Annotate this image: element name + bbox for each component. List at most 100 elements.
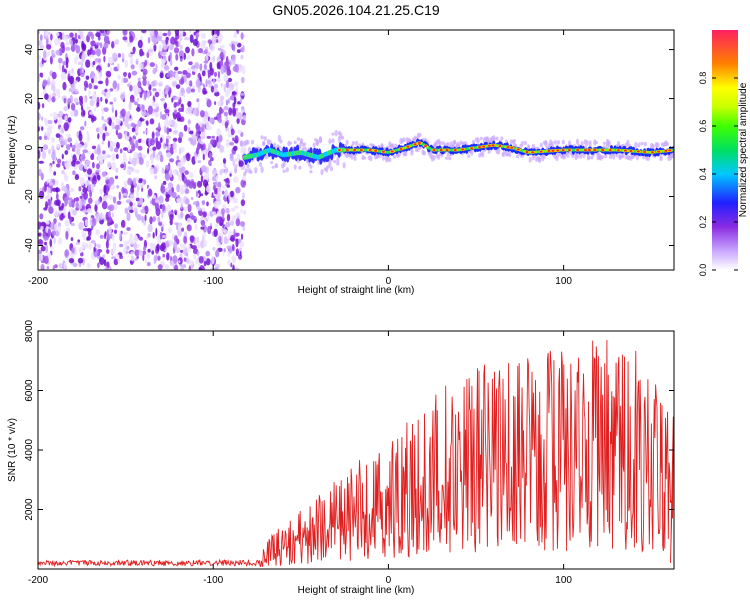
spectrogram-noise-cell <box>169 94 171 98</box>
spectrogram-noise-cell <box>116 154 119 159</box>
spectrogram-peak-center <box>382 151 385 153</box>
spectrogram-noise-cell <box>103 56 105 63</box>
spectrogram-noise-cell <box>225 121 228 128</box>
spectrogram-noise-cell <box>197 181 202 188</box>
spectrogram-noise-cell <box>243 210 247 216</box>
spectrogram-noise-cell <box>114 230 117 234</box>
spectrogram-noise-cell <box>124 240 128 247</box>
spectrogram-noise-cell <box>232 215 236 221</box>
spectrogram-noise-cell <box>217 142 221 149</box>
spectrogram-noise-cell <box>213 185 216 191</box>
spectrogram-noise-cell <box>132 71 138 76</box>
spectrogram-peak-center <box>360 149 363 151</box>
spectrogram-noise-cell <box>195 258 199 264</box>
spectrogram-noise-cell <box>84 121 86 127</box>
spectrogram-noise-cell <box>131 123 136 128</box>
spectrogram-noise-cell <box>163 33 168 37</box>
spectrogram-noise-cell <box>53 218 57 224</box>
spectrogram-noise-cell <box>199 267 202 272</box>
spectrogram-peak-center <box>507 146 510 148</box>
spectrogram-noise-cell <box>160 72 164 78</box>
spectrogram-noise-cell <box>226 80 229 88</box>
spectrogram-noise-cell <box>236 87 238 92</box>
spectrogram-noise-cell <box>183 93 185 98</box>
spectrogram-noise-cell <box>180 58 182 61</box>
spectrogram-noise-cell <box>64 187 68 192</box>
spectrogram-noise-cell <box>241 234 243 240</box>
spectrogram-noise-cell <box>73 263 78 267</box>
snr-x-tick-label: -100 <box>203 575 223 586</box>
spectrogram-noise-cell <box>81 105 83 111</box>
spectrogram-noise-cell <box>83 110 86 116</box>
spectrogram-noise-cell <box>190 235 195 242</box>
spectrogram-noise-cell <box>169 128 172 132</box>
spectrogram-halo-cell <box>259 162 262 167</box>
spectrogram-noise-cell <box>40 34 43 41</box>
spectrogram-noise-cell <box>127 240 130 244</box>
spectrogram-noise-cell <box>207 136 212 139</box>
spectrogram-noise-cell <box>209 153 211 159</box>
spectrogram-noise-cell <box>87 236 91 241</box>
spectrogram-noise-cell <box>206 202 209 207</box>
spectrogram-noise-cell <box>75 165 78 170</box>
spectrogram-halo-cell <box>261 166 264 173</box>
spectrogram-noise-cell <box>175 27 179 36</box>
spectrogram-noise-cell <box>185 47 190 54</box>
spectrogram-noise-cell <box>182 173 185 182</box>
spectrogram-noise-cell <box>136 256 139 259</box>
spectrogram-noise-cell <box>210 43 216 52</box>
spectrogram-noise-cell <box>162 204 165 211</box>
spectrogram-noise-cell <box>240 98 242 104</box>
spectrogram-noise-cell <box>50 113 52 116</box>
spectrogram-noise-cell <box>107 206 111 210</box>
spectrogram-noise-cell <box>193 182 197 189</box>
spectrogram-noise-cell <box>155 92 160 98</box>
spectrogram-noise-cell <box>160 232 162 240</box>
spectrogram-noise-cell <box>56 133 61 138</box>
spectrogram-noise-cell <box>147 148 149 154</box>
spectrogram-halo-cell <box>500 137 503 141</box>
spectrogram-noise-cell <box>41 246 46 252</box>
spectrogram-noise-cell <box>106 240 109 249</box>
spectrogram-noise-cell <box>195 224 198 231</box>
spectrogram-noise-cell <box>48 207 53 214</box>
snr-y-tick-label: 6000 <box>24 379 35 402</box>
spectrogram-halo-cell <box>637 142 640 147</box>
spectrogram-noise-cell <box>78 39 82 45</box>
spectrogram-noise-cell <box>202 200 205 205</box>
spectrogram-noise-cell <box>80 126 85 130</box>
spectrogram-noise-cell <box>230 235 235 242</box>
spectrogram-peak-center <box>617 149 620 151</box>
spectrogram-noise-cell <box>135 140 138 148</box>
spectrogram-noise-cell <box>198 160 202 163</box>
spectrogram-noise-cell <box>56 33 60 37</box>
spectrogram-noise-cell <box>150 139 155 146</box>
snr-y-label: SNR (10 * v/v) <box>7 418 18 482</box>
spectrogram-noise-cell <box>231 128 235 135</box>
spectrogram-noise-cell <box>169 44 174 50</box>
spectrogram-noise-cell <box>230 220 234 226</box>
spectrogram-peak-center <box>369 149 372 151</box>
spectrogram-noise-cell <box>80 31 84 39</box>
spectrogram-noise-cell <box>130 99 135 103</box>
spectrogram-halo-cell <box>656 142 659 147</box>
spectrogram-noise-cell <box>39 191 44 199</box>
spectrogram-noise-cell <box>184 37 189 40</box>
spectrogram-halo-cell <box>245 168 248 173</box>
spectrogram-noise-cell <box>48 228 51 236</box>
spectrogram-noise-cell <box>102 214 105 219</box>
spectrogram-halo-cell <box>331 133 334 136</box>
spectrogram-noise-cell <box>123 156 127 162</box>
spectrogram-noise-cell <box>211 256 214 265</box>
spectrogram-halo-cell <box>554 140 557 144</box>
spectrogram-noise-cell <box>88 242 92 250</box>
spectrogram-noise-cell <box>162 167 164 174</box>
spectrogram-noise-cell <box>43 236 48 241</box>
spectrogram-peak-center <box>470 147 473 149</box>
spectrogram-noise-cell <box>100 97 102 102</box>
spectrogram-peak-center <box>492 144 495 146</box>
spectrogram-noise-cell <box>123 72 127 77</box>
spectrogram-y-tick-label: -40 <box>24 238 35 253</box>
spectrogram-halo-cell <box>448 156 451 160</box>
spectrogram-noise-cell <box>190 34 194 43</box>
